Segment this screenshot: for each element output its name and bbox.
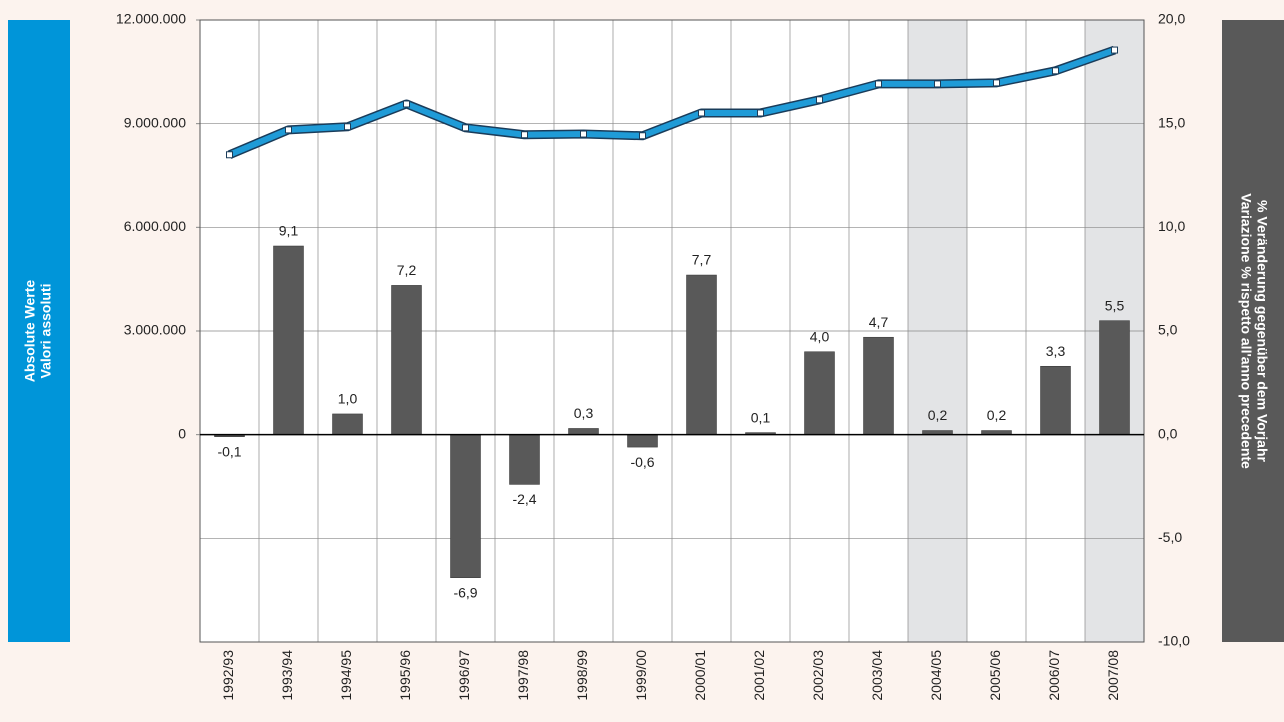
- x-tick-label: 2007/08: [1105, 650, 1121, 701]
- y2-tick-label: 0,0: [1158, 425, 1178, 441]
- plot-border: [199, 19, 1145, 643]
- y-tick-label: 0: [178, 425, 186, 441]
- bar: [627, 434, 658, 448]
- line-marker: [285, 126, 292, 134]
- line-marker: [639, 132, 646, 140]
- y2-axis-title: % Veränderung gegenüber dem Vorjahr Vari…: [1238, 193, 1270, 469]
- bar: [391, 285, 422, 435]
- y-tick-label: 6.000.000: [124, 218, 186, 234]
- line-marker: [1111, 46, 1118, 54]
- y2-tick-label: 5,0: [1158, 322, 1178, 338]
- y-axis-title: Absolute Werte Valori assoluti: [22, 280, 54, 383]
- bar: [332, 413, 363, 435]
- x-tick-label: 2005/06: [987, 650, 1003, 701]
- y-axis-title-line: Absolute Werte: [22, 280, 38, 383]
- line-marker: [1052, 67, 1059, 75]
- bar: [509, 434, 540, 485]
- line-marker: [580, 130, 587, 138]
- line-marker: [816, 96, 823, 104]
- y2-tick-label: -10,0: [1158, 633, 1190, 649]
- x-tick-label: 2006/07: [1046, 650, 1062, 701]
- value-label: 4,7: [869, 314, 889, 330]
- value-label: -6,9: [453, 584, 477, 600]
- y2-label-box: [1222, 20, 1284, 642]
- value-label: 0,2: [928, 407, 948, 423]
- value-label: 4,0: [810, 328, 830, 344]
- line-marker: [757, 109, 764, 117]
- line-marker: [403, 100, 410, 108]
- x-tick-label: 1993/94: [279, 650, 295, 701]
- line-marker: [934, 80, 941, 88]
- x-tick-label: 2003/04: [869, 650, 885, 701]
- bar: [1099, 320, 1130, 435]
- bar: [1040, 365, 1071, 435]
- bar: [863, 336, 894, 435]
- value-label: 0,3: [574, 405, 594, 421]
- value-label: 7,7: [692, 252, 712, 268]
- x-tick-label: 1998/99: [574, 650, 590, 701]
- y2-axis-title-line: % Veränderung gegenüber dem Vorjahr: [1254, 200, 1270, 462]
- bar: [450, 434, 481, 578]
- value-label: 0,2: [987, 407, 1007, 423]
- line-marker: [344, 123, 351, 131]
- value-label: 1,0: [338, 391, 358, 407]
- value-label: 0,1: [751, 409, 771, 425]
- value-label: 7,2: [397, 262, 417, 278]
- value-label: 5,5: [1105, 297, 1125, 313]
- line-marker: [698, 109, 705, 117]
- bar: [568, 428, 599, 435]
- bar: [804, 351, 835, 435]
- line: [228, 47, 1116, 158]
- line-marker: [875, 80, 882, 88]
- value-label: 3,3: [1046, 343, 1066, 359]
- x-tick-label: 1999/00: [633, 650, 649, 701]
- value-label: -2,4: [512, 491, 536, 507]
- x-tick-label: 1997/98: [515, 650, 531, 701]
- x-tick-label: 2002/03: [810, 650, 826, 701]
- value-label: -0,1: [217, 443, 241, 459]
- y2-tick-label: 20,0: [1158, 11, 1185, 27]
- bar: [686, 274, 717, 435]
- line-marker: [521, 131, 528, 139]
- y-tick-label: 12.000.000: [116, 11, 186, 27]
- line-marker: [226, 151, 233, 159]
- line-marker: [993, 79, 1000, 87]
- line-marker: [462, 124, 469, 132]
- x-tick-label: 1994/95: [338, 650, 354, 701]
- value-label: 9,1: [279, 223, 299, 239]
- x-tick-label: 2000/01: [692, 650, 708, 701]
- x-tick-label: 1992/93: [220, 650, 236, 701]
- x-tick-label: 1995/96: [397, 650, 413, 701]
- y-label-box: [8, 20, 70, 642]
- bar: [273, 245, 304, 435]
- y-tick-label: 9.000.000: [124, 114, 186, 130]
- y-tick-label: 3.000.000: [124, 322, 186, 338]
- y2-tick-label: 10,0: [1158, 218, 1185, 234]
- value-label: -0,6: [630, 454, 654, 470]
- x-tick-label: 1996/97: [456, 650, 472, 701]
- y2-tick-label: -5,0: [1158, 529, 1182, 545]
- y2-axis-title-line: Variazione % rispetto all'anno precedent…: [1238, 193, 1254, 469]
- x-tick-label: 2004/05: [928, 650, 944, 701]
- x-tick-label: 2001/02: [751, 650, 767, 701]
- y-axis-title-line: Valori assoluti: [38, 284, 54, 379]
- y2-tick-label: 15,0: [1158, 114, 1185, 130]
